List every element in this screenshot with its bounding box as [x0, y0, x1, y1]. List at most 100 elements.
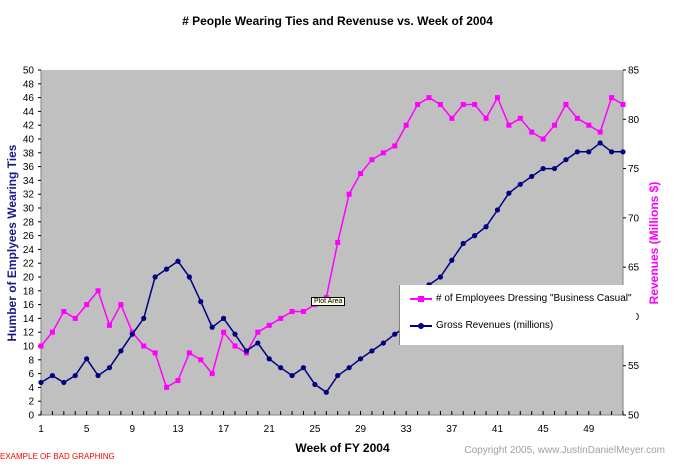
- data-point-casual: [597, 129, 603, 135]
- legend-swatch-revenue: [410, 322, 432, 330]
- y-tick-label-left: 36: [23, 162, 35, 173]
- data-point-revenue: [232, 331, 238, 337]
- data-point-revenue: [278, 365, 284, 371]
- data-point-revenue: [483, 224, 489, 230]
- data-point-casual: [620, 102, 626, 107]
- data-point-revenue: [620, 149, 626, 155]
- data-point-revenue: [61, 379, 67, 386]
- y-tick-label-left: 18: [23, 286, 35, 297]
- data-point-revenue: [449, 257, 455, 263]
- data-point-revenue: [551, 165, 558, 172]
- y-tick-label-left: 20: [23, 273, 35, 284]
- y-tick-label-right: 85: [628, 66, 640, 77]
- x-tick-label: 21: [264, 424, 276, 435]
- data-point-casual: [232, 343, 238, 349]
- data-point-casual: [346, 191, 352, 197]
- x-tick-label: 13: [172, 424, 184, 435]
- y-tick-label-left: 44: [23, 107, 35, 118]
- data-point-revenue: [472, 233, 478, 239]
- x-tick-label: 9: [130, 424, 136, 435]
- y-tick-label-left: 26: [23, 231, 35, 242]
- y-axis-label-right: Revenues (Millions $): [647, 181, 661, 305]
- data-point-revenue: [369, 348, 375, 354]
- data-point-revenue: [346, 365, 352, 371]
- legend-item-casual: # of Employees Dressing "Business Casual…: [410, 293, 632, 304]
- data-point-casual: [392, 143, 398, 149]
- data-point-casual: [278, 315, 284, 321]
- y-tick-label-right: 65: [628, 263, 640, 274]
- data-point-revenue: [517, 181, 523, 187]
- plot-area[interactable]: [41, 70, 623, 415]
- data-point-revenue: [608, 149, 615, 155]
- y-tick-label-left: 10: [23, 342, 35, 353]
- x-axis-label: Week of FY 2004: [295, 441, 390, 455]
- y-tick-label-left: 50: [23, 66, 35, 77]
- x-tick-label: 37: [446, 424, 458, 435]
- copyright-text: Copyright 2005, www.JustinDanielMeyer.co…: [464, 445, 665, 456]
- data-point-revenue: [106, 365, 113, 371]
- data-point-casual: [574, 115, 580, 121]
- y-tick-label-left: 38: [23, 148, 35, 159]
- data-point-casual: [164, 384, 170, 390]
- data-point-revenue: [209, 324, 215, 330]
- y-tick-label-left: 22: [23, 259, 35, 270]
- y-tick-label-right: 75: [628, 164, 640, 175]
- data-point-casual: [552, 122, 558, 128]
- data-point-revenue: [49, 372, 56, 379]
- y-axis-label-left: Humber of Emplyees Wearing Ties: [5, 144, 19, 342]
- data-point-casual: [175, 378, 181, 383]
- data-point-casual: [437, 102, 443, 107]
- data-point-casual: [95, 288, 101, 294]
- y-tick-label-left: 40: [23, 135, 35, 146]
- data-point-casual: [84, 302, 90, 308]
- data-point-revenue: [460, 240, 466, 247]
- data-point-revenue: [84, 356, 90, 362]
- data-point-casual: [221, 329, 227, 335]
- y-tick-label-left: 6: [28, 369, 34, 380]
- y-tick-label-left: 46: [23, 93, 35, 104]
- data-point-casual: [335, 240, 341, 245]
- data-point-casual: [141, 343, 147, 349]
- data-point-casual: [517, 115, 523, 121]
- data-point-casual: [289, 309, 295, 314]
- plot-area-tooltip: Plot Area: [311, 297, 346, 306]
- data-point-casual: [38, 343, 44, 349]
- data-point-casual: [369, 157, 375, 163]
- data-point-casual: [415, 102, 421, 107]
- legend[interactable]: # of Employees Dressing "Business Casual…: [399, 285, 636, 345]
- data-point-revenue: [243, 348, 250, 354]
- data-point-casual: [61, 309, 67, 314]
- data-point-casual: [209, 371, 215, 377]
- data-point-revenue: [220, 315, 227, 321]
- data-point-revenue: [300, 365, 307, 371]
- data-point-revenue: [437, 274, 444, 280]
- data-point-casual: [118, 302, 124, 308]
- data-point-revenue: [540, 165, 546, 172]
- data-point-casual: [483, 115, 489, 121]
- data-point-revenue: [175, 258, 181, 264]
- data-point-casual: [609, 95, 615, 101]
- series-lines: [38, 95, 626, 395]
- series-line-1: [40, 141, 623, 394]
- y-tick-label-right: 50: [628, 411, 640, 422]
- data-point-revenue: [152, 274, 158, 280]
- data-point-casual: [494, 95, 500, 101]
- chart-title: # People Wearing Ties and Revenuse vs. W…: [182, 14, 493, 28]
- x-tick-label: 17: [218, 424, 230, 435]
- x-tick-label: 5: [84, 424, 90, 435]
- y-tick-label-left: 0: [28, 411, 34, 422]
- y-tick-label-left: 24: [23, 245, 35, 256]
- data-point-casual: [529, 129, 535, 135]
- data-point-casual: [403, 122, 409, 128]
- x-tick-label: 1: [38, 424, 44, 435]
- data-point-casual: [72, 315, 78, 321]
- data-point-casual: [266, 322, 272, 328]
- data-point-revenue: [506, 190, 512, 196]
- x-tick-label: 33: [401, 424, 413, 435]
- data-point-revenue: [95, 372, 101, 379]
- data-point-casual: [506, 122, 512, 128]
- y-tick-label-left: 14: [23, 314, 35, 325]
- data-point-casual: [563, 102, 569, 107]
- data-point-revenue: [141, 315, 147, 321]
